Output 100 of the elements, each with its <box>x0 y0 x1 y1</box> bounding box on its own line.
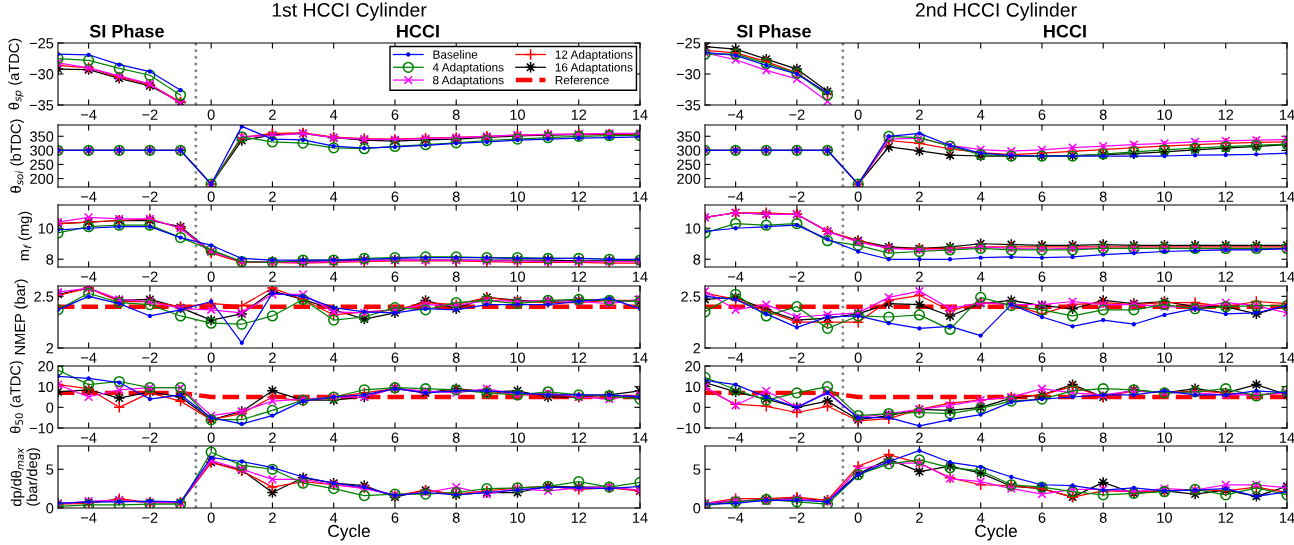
y-tick-label: 0 <box>693 503 701 514</box>
x-tick-label: 14 <box>633 512 648 523</box>
x-tick-label: 0 <box>854 271 862 282</box>
x-tick-label: 0 <box>207 432 215 443</box>
x-tick-label: 10 <box>1157 432 1173 443</box>
x-tick-label: 4 <box>329 352 338 363</box>
x-tick-label: 2 <box>269 109 276 120</box>
x-tick-label: 2 <box>269 512 276 523</box>
x-tick-label: 0 <box>207 352 215 363</box>
x-tick-label: 0 <box>854 352 862 363</box>
y-tick-label: 350 <box>30 131 54 142</box>
x-tick-label: −4 <box>81 432 97 443</box>
x-tick-label: 12 <box>1218 109 1234 120</box>
x-tick-label: −4 <box>81 271 97 282</box>
x-tick-label: 14 <box>1280 352 1294 363</box>
x-tick-label: 10 <box>510 432 526 443</box>
chart-title: 1st HCCI Cylinder <box>272 2 427 21</box>
x-tick-label: 4 <box>329 432 338 443</box>
y-tick-label: 8 <box>46 254 54 265</box>
x-tick-label: 10 <box>510 512 526 523</box>
x-tick-label: 14 <box>1280 191 1294 202</box>
x-tick-label: 4 <box>976 271 985 282</box>
legend-label: 12 Adaptations <box>555 50 633 62</box>
x-tick-label: −2 <box>142 352 158 363</box>
x-tick-label: 10 <box>1157 109 1173 120</box>
y-tick-label: 5 <box>693 464 701 475</box>
x-tick-label: 12 <box>1218 352 1234 363</box>
x-tick-label: 4 <box>329 512 338 523</box>
x-tick-label: 6 <box>391 432 399 443</box>
y-tick-label: 300 <box>677 145 701 156</box>
x-tick-label: 8 <box>1099 109 1107 120</box>
y-tick-label: 250 <box>30 159 54 170</box>
legend-label: 4 Adaptations <box>432 62 504 74</box>
x-tick-label: −2 <box>789 109 805 120</box>
x-tick-label: 6 <box>391 352 399 363</box>
x-tick-label: 0 <box>854 432 862 443</box>
x-tick-label: 2 <box>916 191 923 202</box>
x-tick-label: −4 <box>81 109 97 120</box>
x-tick-label: 2 <box>269 271 276 282</box>
text: HCCI <box>1044 24 1086 38</box>
x-tick-label: 2 <box>916 352 923 363</box>
x-tick-label: 12 <box>571 512 587 523</box>
x-tick-label: 14 <box>1280 432 1294 443</box>
y-axis-title: NMEP (bar) <box>14 279 28 355</box>
x-tick-label: 14 <box>633 191 648 202</box>
x-tick-label: 14 <box>633 109 648 120</box>
x-tick-label: 0 <box>207 271 215 282</box>
x-tick-label: −4 <box>728 191 744 202</box>
y-tick-label: 200 <box>677 173 701 184</box>
x-tick-label: 12 <box>1218 271 1234 282</box>
text: Reference <box>555 75 609 85</box>
x-tick-label: 8 <box>452 432 460 443</box>
x-tick-label: 2 <box>269 432 276 443</box>
y-tick-label: −25 <box>676 38 701 49</box>
y-tick-label: −30 <box>29 69 54 80</box>
y-tick-label: 2.5 <box>681 291 701 302</box>
x-tick-label: 12 <box>1218 512 1234 523</box>
x-tick-label: −2 <box>789 512 805 523</box>
y-tick-label: 20 <box>685 361 701 372</box>
x-tick-label: 4 <box>329 191 338 202</box>
x-tick-label: 8 <box>1099 512 1107 523</box>
legend-label: 8 Adaptations <box>433 75 504 87</box>
y-tick-label: 0 <box>693 402 701 413</box>
x-tick-label: 8 <box>452 352 460 363</box>
x-tick-label: 12 <box>571 191 587 202</box>
x-tick-label: 6 <box>1038 432 1046 443</box>
x-tick-label: 10 <box>510 109 526 120</box>
x-tick-label: −2 <box>789 191 805 202</box>
legend-label: Baseline <box>433 50 478 59</box>
x-tick-label: 0 <box>854 191 862 202</box>
x-tick-label: 4 <box>329 109 338 120</box>
y-tick-label: 20 <box>38 361 54 372</box>
y-axis-title: dp/dθ$_{max}$ (bar/deg) <box>10 447 41 507</box>
x-tick-label: 10 <box>1157 512 1173 523</box>
x-tick-label: 10 <box>1157 271 1173 282</box>
y-tick-label: 200 <box>30 173 54 184</box>
y-axis-title: θ$_{sp}$ (aTDC) <box>8 38 24 110</box>
x-tick-label: −2 <box>789 352 805 363</box>
x-tick-label: −2 <box>142 271 158 282</box>
x-tick-label: 4 <box>976 352 985 363</box>
x-tick-label: 4 <box>329 271 338 282</box>
x-tick-label: 4 <box>976 432 985 443</box>
x-tick-label: 10 <box>510 271 526 282</box>
y-tick-label: 5 <box>46 464 54 475</box>
y-tick-label: 8 <box>693 254 701 265</box>
x-tick-label: −2 <box>142 191 158 202</box>
y-tick-label: −30 <box>676 69 701 80</box>
y-tick-label: 10 <box>685 381 701 393</box>
x-tick-label: 6 <box>1038 191 1046 202</box>
x-tick-label: 2 <box>269 352 276 363</box>
x-tick-label: 10 <box>1157 352 1173 363</box>
x-tick-label: −2 <box>789 432 805 443</box>
x-tick-label: 6 <box>1038 271 1046 282</box>
x-tick-label: 8 <box>452 271 460 282</box>
y-tick-label: 2 <box>693 343 701 354</box>
x-tick-label: −4 <box>728 352 744 363</box>
x-tick-label: 14 <box>1280 109 1294 120</box>
text: HCCI <box>397 24 439 38</box>
y-tick-label: 2.5 <box>34 291 54 302</box>
x-tick-label: 12 <box>571 352 587 363</box>
